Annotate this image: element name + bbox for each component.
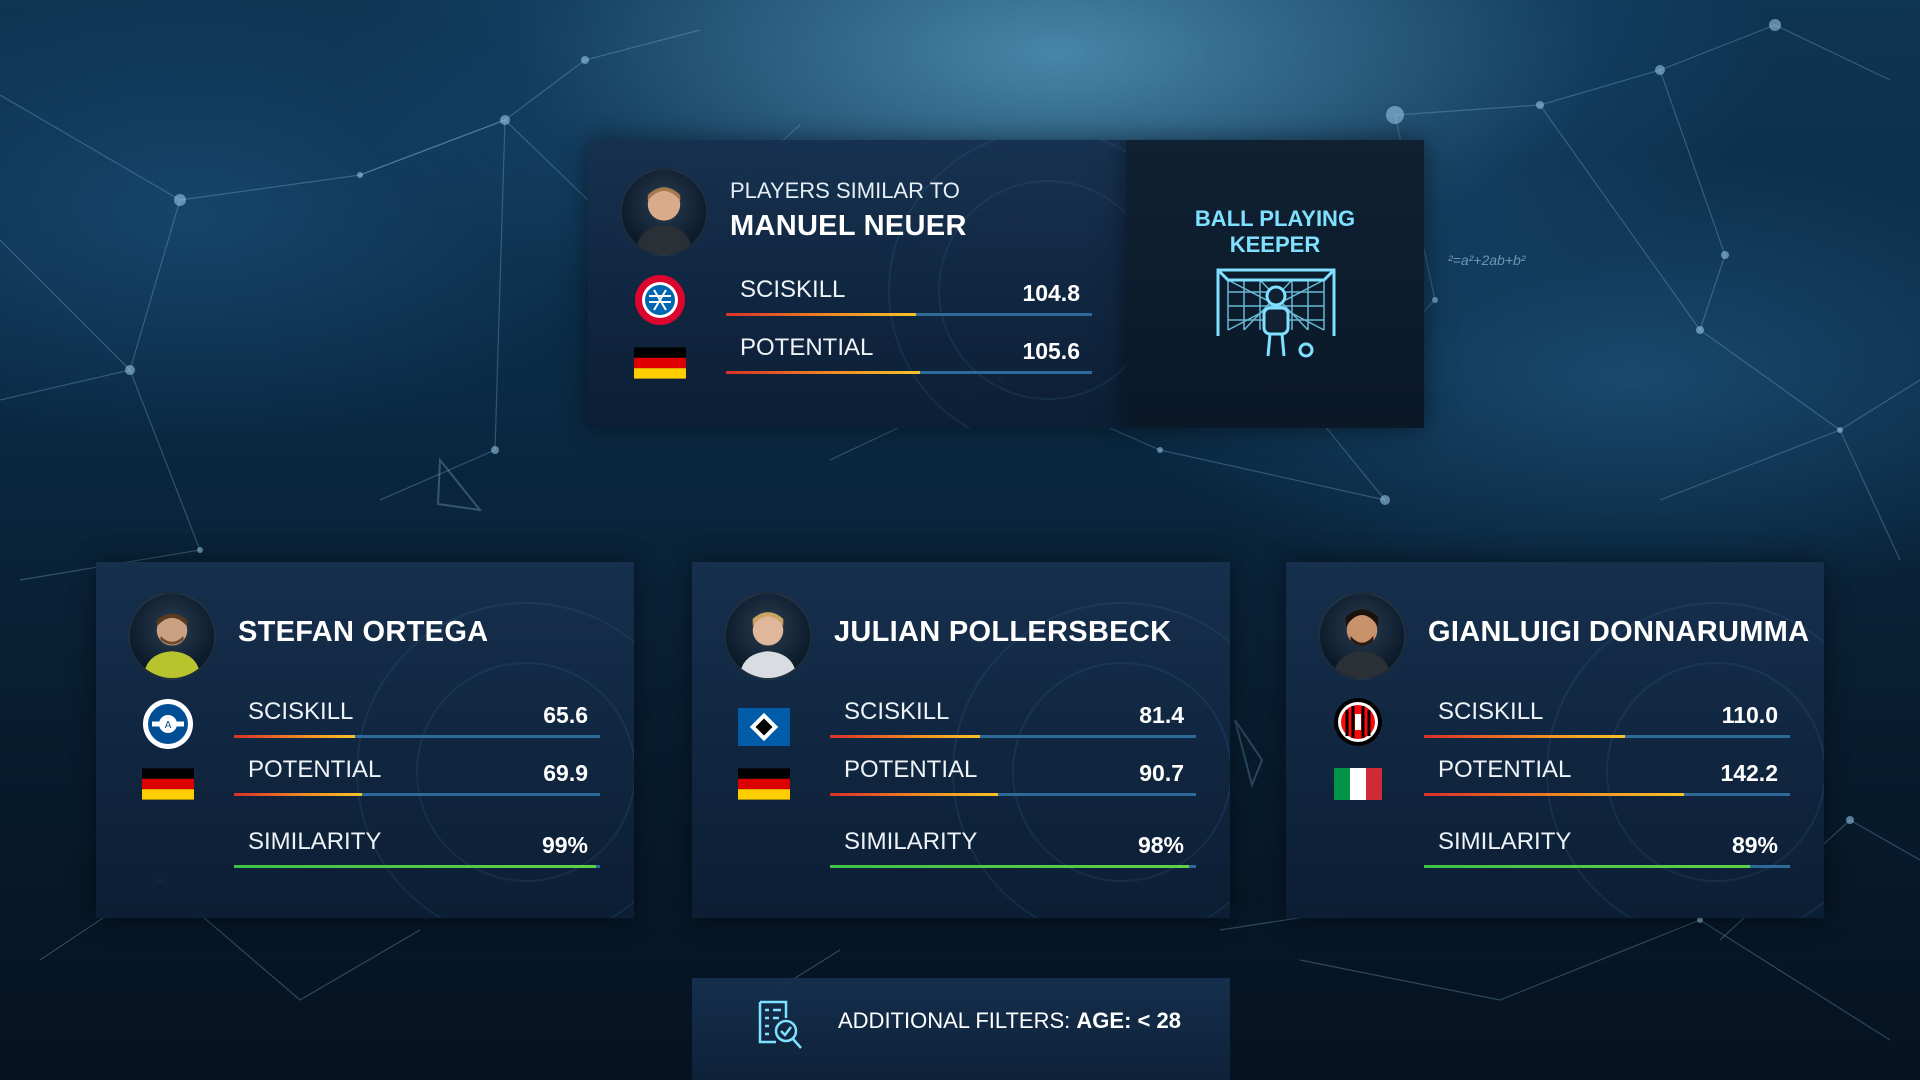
stat-value: 105.6 — [1022, 338, 1080, 364]
stat-fill-bar — [234, 793, 363, 796]
stat-track — [234, 735, 600, 738]
stat-row-potential: POTENTIAL 69.9 — [234, 754, 600, 800]
player-name: STEFAN ORTEGA — [238, 616, 489, 648]
goalkeeper-goal-icon — [1216, 268, 1336, 358]
stat-fill-bar — [1424, 735, 1626, 738]
filter-search-icon — [758, 1000, 802, 1049]
stat-value: 65.6 — [543, 702, 588, 728]
stat-label: POTENTIAL — [740, 334, 874, 361]
stat-value: 89% — [1731, 832, 1778, 858]
stat-value: 98% — [1137, 832, 1184, 858]
role-title-line2: KEEPER — [1229, 232, 1321, 257]
player-name: JULIAN POLLERSBECK — [834, 616, 1172, 648]
avatar-manuel-neuer — [620, 168, 708, 256]
stat-label: SCISKILL — [844, 698, 950, 725]
stat-row-sciskill: SCISKILL 65.6 — [234, 696, 600, 742]
player-card-gianluigi-donnarumma[interactable]: GIANLUIGI DONNARUMMA SCISKILL 110.0 POTE… — [1286, 562, 1824, 918]
stat-label: POTENTIAL — [844, 756, 978, 783]
stat-row-potential: POTENTIAL 142.2 — [1424, 754, 1790, 800]
filters-value: AGE: < 28 — [1076, 1008, 1181, 1033]
stat-value: 90.7 — [1139, 760, 1184, 786]
role-title: BALL PLAYING KEEPER — [1126, 206, 1424, 258]
stat-fill-bar — [726, 371, 920, 374]
stat-label: SIMILARITY — [1438, 828, 1572, 855]
stat-row-sciskill: SCISKILL 110.0 — [1424, 696, 1790, 742]
stat-track — [830, 735, 1196, 738]
stat-fill-bar — [830, 793, 999, 796]
stat-fill-bar — [830, 735, 981, 738]
germany-flag — [738, 768, 790, 800]
filters-text: ADDITIONAL FILTERS: AGE: < 28 — [838, 1008, 1181, 1034]
stat-row-sciskill: SCISKILL 81.4 — [830, 696, 1196, 742]
stat-value: 81.4 — [1139, 702, 1184, 728]
stat-value: 104.8 — [1022, 280, 1080, 306]
role-title-line1: BALL PLAYING — [1194, 206, 1356, 231]
stat-row-similarity: SIMILARITY 89% — [1424, 826, 1790, 872]
stat-row-similarity: SIMILARITY 99% — [234, 826, 600, 872]
avatar-julian-pollersbeck — [724, 592, 812, 680]
stat-value: 110.0 — [1721, 702, 1778, 728]
germany-flag — [142, 768, 194, 800]
target-player-panel: PLAYERS SIMILAR TO MANUEL NEUER SCISKILL… — [588, 140, 1126, 428]
stat-fill-bar — [830, 865, 1189, 868]
fc-bayern-badge — [634, 274, 686, 326]
stat-label: SCISKILL — [740, 276, 846, 303]
stat-label: SIMILARITY — [844, 828, 978, 855]
avatar-gianluigi-donnarumma — [1318, 592, 1406, 680]
stat-row-potential: POTENTIAL 90.7 — [830, 754, 1196, 800]
stat-row-similarity: SIMILARITY 98% — [830, 826, 1196, 872]
stat-value: 142.2 — [1720, 760, 1778, 786]
target-subtitle: PLAYERS SIMILAR TO — [730, 178, 960, 203]
stat-row-sciskill: SCISKILL 104.8 — [726, 274, 1092, 320]
stat-fill-bar — [234, 865, 597, 868]
germany-flag — [634, 347, 686, 379]
ac-milan-badge — [1332, 696, 1384, 748]
additional-filters-panel[interactable]: ADDITIONAL FILTERS: AGE: < 28 — [692, 978, 1230, 1080]
hamburger-sv-badge — [738, 708, 790, 746]
stat-fill-bar — [234, 735, 355, 738]
italy-flag — [1332, 768, 1384, 800]
stat-value: 69.9 — [543, 760, 588, 786]
arminia-bielefeld-badge: A — [142, 698, 194, 750]
stat-row-potential: POTENTIAL 105.6 — [726, 332, 1092, 378]
stat-track — [234, 793, 600, 796]
target-player-name: MANUEL NEUER — [730, 210, 967, 242]
avatar-stefan-ortega — [128, 592, 216, 680]
stat-label: POTENTIAL — [1438, 756, 1572, 783]
svg-text:A: A — [165, 720, 172, 731]
stat-fill-bar — [1424, 793, 1684, 796]
player-card-stefan-ortega[interactable]: STEFAN ORTEGA A SCISKILL 65.6 POTENTIAL … — [96, 562, 634, 918]
filters-label: ADDITIONAL FILTERS: — [838, 1008, 1071, 1033]
stat-label: POTENTIAL — [248, 756, 382, 783]
player-name: GIANLUIGI DONNARUMMA — [1428, 616, 1810, 648]
stat-label: SIMILARITY — [248, 828, 382, 855]
stat-track — [830, 793, 1196, 796]
stat-label: SCISKILL — [1438, 698, 1544, 725]
stat-value: 99% — [541, 832, 588, 858]
stat-fill-bar — [1424, 865, 1750, 868]
player-card-julian-pollersbeck[interactable]: JULIAN POLLERSBECK SCISKILL 81.4 POTENTI… — [692, 562, 1230, 918]
keeper-role-panel: BALL PLAYING KEEPER — [1126, 140, 1424, 428]
stat-fill-bar — [726, 313, 917, 316]
stat-label: SCISKILL — [248, 698, 354, 725]
background-formula: ²=a²+2ab+b² — [1448, 252, 1526, 268]
